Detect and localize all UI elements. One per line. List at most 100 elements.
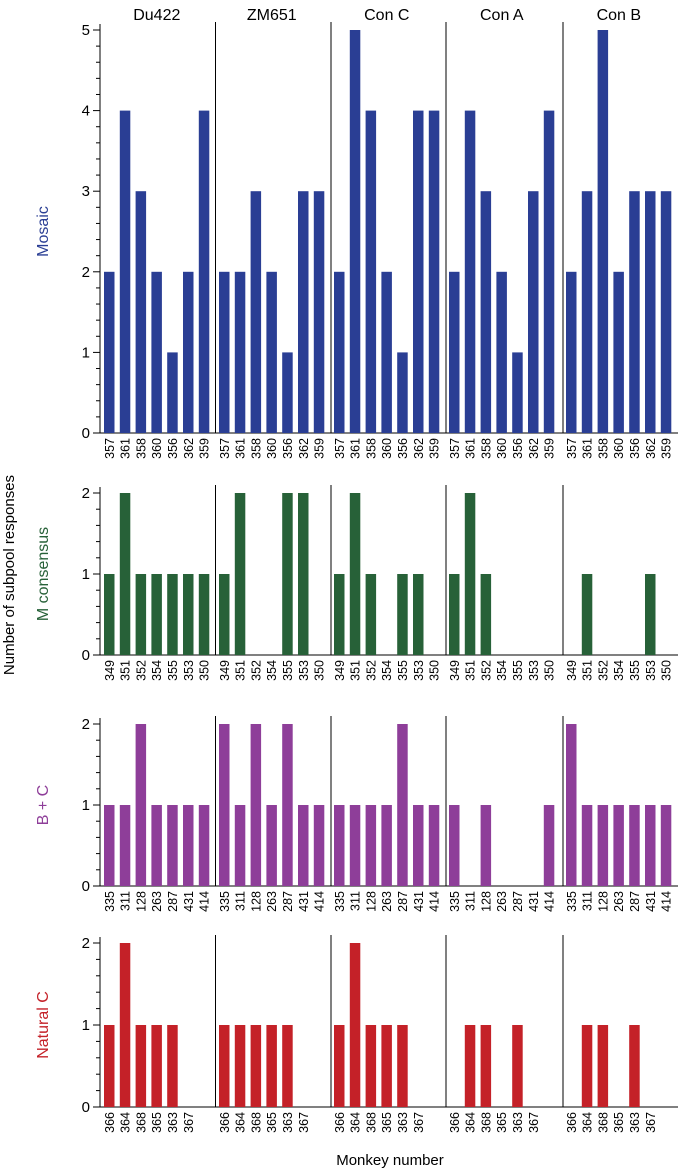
x-tick-label: 360 (612, 438, 626, 459)
x-tick-label: 414 (198, 891, 212, 912)
x-tick-label: 353 (527, 660, 541, 681)
bar (413, 574, 424, 655)
x-tick-label: 311 (349, 891, 363, 911)
y-tick-label: 2 (82, 485, 90, 502)
x-tick-label: 335 (448, 891, 462, 912)
bar (104, 805, 115, 886)
bar (543, 110, 555, 433)
bar (449, 574, 460, 655)
bar (512, 352, 523, 433)
bar (528, 191, 539, 433)
bar (566, 724, 577, 886)
bar (334, 271, 345, 433)
x-tick-label: 335 (218, 891, 232, 912)
bar (282, 352, 293, 433)
bar (266, 271, 277, 433)
x-tick-label: 287 (166, 891, 180, 912)
bar (135, 191, 147, 433)
bar (151, 805, 162, 886)
bar (183, 574, 194, 655)
x-tick-label: 353 (297, 660, 311, 681)
x-tick-label: 351 (349, 660, 363, 681)
x-tick-label: 351 (119, 660, 133, 681)
x-tick-label: 362 (412, 438, 426, 459)
panel-label: Natural C (35, 991, 52, 1059)
x-tick-label: 414 (543, 891, 557, 912)
x-tick-label: 368 (364, 1112, 378, 1133)
bar (428, 110, 440, 433)
x-tick-label: 287 (281, 891, 295, 912)
bar (167, 574, 178, 655)
y-tick-label: 1 (82, 566, 90, 583)
x-tick-label: 366 (218, 1112, 232, 1133)
x-tick-label: 356 (511, 438, 525, 459)
x-tick-label: 353 (412, 660, 426, 681)
x-tick-label: 349 (218, 660, 232, 681)
bar (597, 805, 609, 886)
x-tick-label: 350 (543, 660, 557, 681)
x-tick-label: 359 (313, 438, 327, 459)
y-tick-label: 0 (82, 1099, 90, 1116)
bar (219, 574, 230, 655)
bar (198, 110, 210, 433)
bar (135, 574, 147, 655)
x-tick-label: 128 (479, 891, 493, 912)
bar (543, 805, 555, 886)
bar (581, 1025, 593, 1107)
x-tick-label: 362 (527, 438, 541, 459)
figure-ylabel: Number of subpool responses (1, 475, 18, 675)
x-tick-label: 431 (527, 891, 541, 912)
panel-label: M consensus (35, 527, 52, 621)
x-tick-label: 366 (448, 1112, 462, 1133)
panel-label: B + C (35, 785, 52, 825)
bar (645, 805, 656, 886)
bar (219, 271, 230, 433)
y-tick-label: 0 (82, 425, 90, 442)
bar (219, 1025, 230, 1107)
x-tick-label: 357 (103, 438, 117, 459)
bar (234, 493, 246, 655)
y-tick-label: 3 (82, 183, 90, 200)
x-tick-label: 431 (297, 891, 311, 912)
x-tick-label: 360 (495, 438, 509, 459)
x-tick-label: 287 (396, 891, 410, 912)
bar (135, 1025, 147, 1107)
x-tick-label: 355 (396, 660, 410, 681)
bar (104, 1025, 115, 1107)
x-tick-label: 355 (281, 660, 295, 681)
bar (298, 493, 309, 655)
y-tick-label: 1 (82, 1017, 90, 1034)
x-tick-label: 361 (349, 438, 363, 459)
bar (198, 574, 210, 655)
bar (413, 110, 424, 433)
x-tick-label: 362 (182, 438, 196, 459)
bar (480, 805, 492, 886)
bar (198, 805, 210, 886)
bar (349, 943, 361, 1107)
bar (397, 574, 408, 655)
x-tick-label: 361 (119, 438, 133, 459)
x-tick-label: 368 (134, 1112, 148, 1133)
x-tick-label: 364 (464, 1112, 478, 1133)
y-tick-label: 4 (82, 103, 90, 120)
x-tick-label: 128 (134, 891, 148, 912)
bar (512, 1025, 523, 1107)
x-tick-label: 365 (495, 1112, 509, 1133)
x-tick-label: 431 (644, 891, 658, 912)
bar (365, 1025, 377, 1107)
bar (381, 805, 392, 886)
x-tick-label: 362 (297, 438, 311, 459)
bar (480, 1025, 492, 1107)
x-tick-label: 349 (103, 660, 117, 681)
group-headers: Du422 ZM651 Con C Con A Con B (133, 7, 641, 24)
bar (167, 352, 178, 433)
x-tick-label: 368 (479, 1112, 493, 1133)
y-tick-label: 2 (82, 264, 90, 281)
x-tick-label: 351 (581, 660, 595, 681)
x-tick-label: 366 (103, 1112, 117, 1133)
x-tick-label: 365 (612, 1112, 626, 1133)
